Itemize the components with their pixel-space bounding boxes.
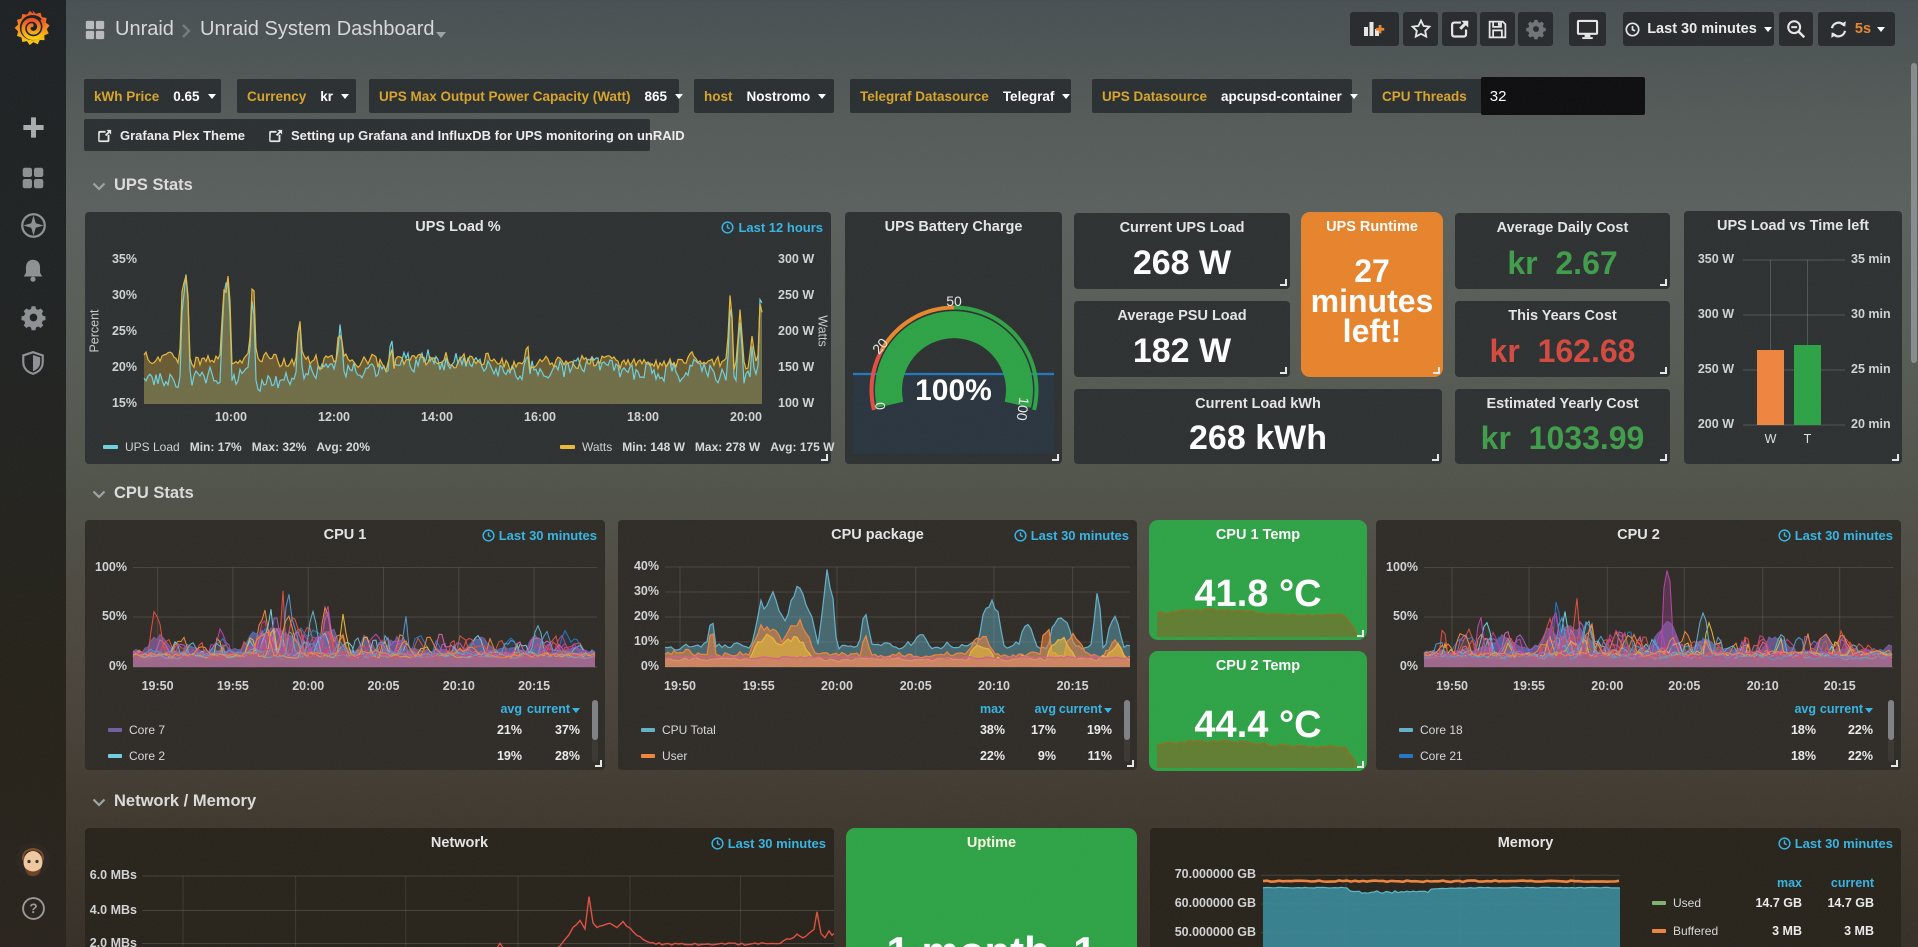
svg-text:?: ? [29, 901, 37, 916]
